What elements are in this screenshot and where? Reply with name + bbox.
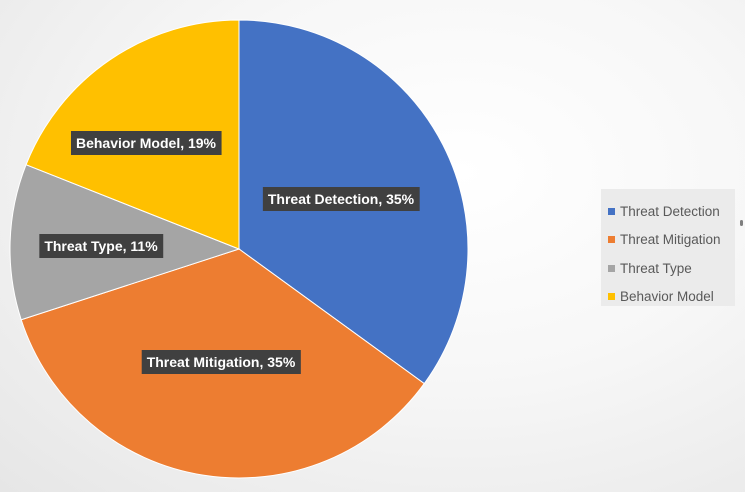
legend-swatch-threat-detection [608,207,615,215]
legend-item-threat-type: Threat Type [608,254,735,283]
data-label-box-threat-detection [262,187,420,211]
legend-swatch-threat-mitigation [608,236,615,244]
data-label-text-threat-type: Threat Type, 11% [44,238,158,254]
data-label-box-threat-mitigation [141,350,301,374]
data-label-text-threat-mitigation: Threat Mitigation, 35% [147,354,296,370]
edge-artifact [740,220,743,226]
legend-swatch-behavior-model [608,293,615,301]
data-label-threat-type: Threat Type, 11% [39,234,164,258]
legend-item-threat-mitigation: Threat Mitigation [608,226,735,255]
data-label-text-threat-detection: Threat Detection, 35% [268,191,415,207]
data-label-behavior-model: Behavior Model, 19% [70,131,222,155]
pie-data-labels: Threat Detection, 35% Threat Mitigation, … [39,131,420,374]
legend-label-threat-detection: Threat Detection [620,203,720,219]
legend-item-behavior-model: Behavior Model [608,283,735,312]
data-label-threat-mitigation: Threat Mitigation, 35% [141,350,301,374]
data-label-box-behavior-model [70,131,222,155]
legend-label-threat-mitigation: Threat Mitigation [620,232,721,248]
legend-swatch-threat-type [608,264,615,272]
chart-legend: Threat Detection Threat Mitigation Threa… [601,189,735,306]
legend-label-threat-type: Threat Type [620,260,692,276]
legend-item-threat-detection: Threat Detection [608,197,735,226]
data-label-threat-detection: Threat Detection, 35% [262,187,420,211]
legend-label-behavior-model: Behavior Model [620,289,714,305]
data-label-box-threat-type [39,234,164,258]
data-label-text-behavior-model: Behavior Model, 19% [76,135,217,151]
